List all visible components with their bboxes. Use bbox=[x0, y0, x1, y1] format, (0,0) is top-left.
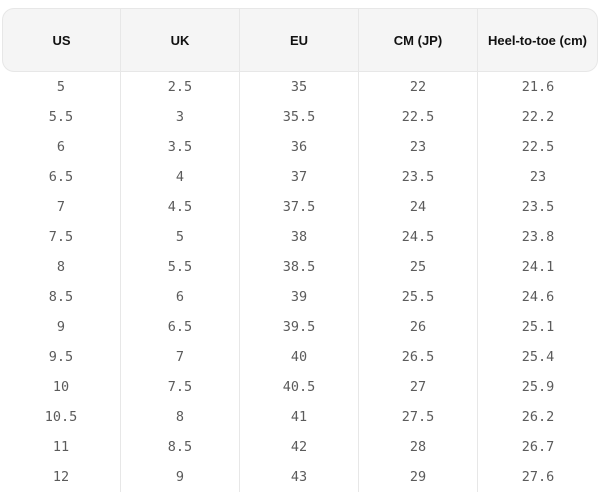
cell-uk-size: 4.5 bbox=[121, 192, 240, 222]
cell-heel-to-toe-length: 22.2 bbox=[521, 109, 555, 125]
cell-heel-to-toe-length: 25.4 bbox=[521, 349, 555, 365]
table-row: 6.5 4 37 23.5 23 bbox=[2, 162, 598, 192]
cell-cm-jp-size: 25 bbox=[359, 252, 478, 282]
cell-eu-size: 40.5 bbox=[240, 372, 359, 402]
table-row: 5 2.5 35 22 21.6 bbox=[2, 72, 598, 102]
table-row: 7 4.5 37.5 24 23.5 bbox=[2, 192, 598, 222]
cell-eu-size: 35.5 bbox=[240, 102, 359, 132]
cell-cm-jp-size: 27.5 bbox=[359, 402, 478, 432]
cell-us-size: 7.5 bbox=[2, 222, 121, 252]
cell-cm-jp-size: 23.5 bbox=[359, 162, 478, 192]
cell-cm-jp-size: 22 bbox=[359, 72, 478, 102]
cell-uk-size: 8.5 bbox=[121, 432, 240, 462]
cell-eu-size: 39 bbox=[240, 282, 359, 312]
header-row: US UK EU CM (JP) Heel-to-toe (cm) bbox=[2, 8, 598, 72]
table-row: 9.5 7 40 26.5 25.4 bbox=[2, 342, 598, 372]
cell-eu-size: 37.5 bbox=[240, 192, 359, 222]
cell-cm-jp-size: 26 bbox=[359, 312, 478, 342]
cell-eu-size: 37 bbox=[240, 162, 359, 192]
cell-cm-jp-size: 24 bbox=[359, 192, 478, 222]
cell-eu-size: 43 bbox=[240, 462, 359, 492]
header-us: US bbox=[2, 8, 121, 72]
cell-heel-to-toe-length: 26.2 bbox=[521, 409, 555, 425]
cell-uk-size: 4 bbox=[121, 162, 240, 192]
cell-cm-jp-size: 28 bbox=[359, 432, 478, 462]
table-row: 12 9 43 29 27.6 bbox=[2, 462, 598, 492]
cell-heel-to-toe-length: 27.6 bbox=[521, 469, 555, 485]
table-row: 8.5 6 39 25.5 24.6 bbox=[2, 282, 598, 312]
cell-eu-size: 42 bbox=[240, 432, 359, 462]
cell-us-size: 11 bbox=[2, 432, 121, 462]
table-row: 10.5 8 41 27.5 26.2 bbox=[2, 402, 598, 432]
cell-eu-size: 39.5 bbox=[240, 312, 359, 342]
size-conversion-table: US UK EU CM (JP) Heel-to-toe (cm) 5 2.5 35… bbox=[2, 8, 598, 492]
table-header: US UK EU CM (JP) Heel-to-toe (cm) bbox=[2, 8, 598, 72]
table-row: 7.5 5 38 24.5 23.8 bbox=[2, 222, 598, 252]
cell-uk-size: 7 bbox=[121, 342, 240, 372]
cell-uk-size: 3 bbox=[121, 102, 240, 132]
table-row: 11 8.5 42 28 26.7 bbox=[2, 432, 598, 462]
cell-cm-jp-size: 27 bbox=[359, 372, 478, 402]
cell-uk-size: 5 bbox=[121, 222, 240, 252]
cell-us-size: 6 bbox=[2, 132, 121, 162]
header-heel-to-toe: Heel-to-toe (cm) bbox=[478, 8, 598, 72]
cell-cm-jp-size: 23 bbox=[359, 132, 478, 162]
cell-cm-jp-size: 29 bbox=[359, 462, 478, 492]
cell-us-size: 12 bbox=[2, 462, 121, 492]
table-row: 8 5.5 38.5 25 24.1 bbox=[2, 252, 598, 282]
cell-uk-size: 2.5 bbox=[121, 72, 240, 102]
cell-heel-to-toe-length: 25.9 bbox=[521, 379, 555, 395]
cell-us-size: 5.5 bbox=[2, 102, 121, 132]
header-uk: UK bbox=[121, 8, 240, 72]
cell-eu-size: 36 bbox=[240, 132, 359, 162]
cell-uk-size: 5.5 bbox=[121, 252, 240, 282]
cell-heel-to-toe-length: 23.5 bbox=[521, 199, 555, 215]
cell-heel-to-toe-length: 24.6 bbox=[521, 289, 555, 305]
cell-eu-size: 40 bbox=[240, 342, 359, 372]
cell-cm-jp-size: 24.5 bbox=[359, 222, 478, 252]
cell-heel-to-toe-length: 26.7 bbox=[521, 439, 555, 455]
cell-eu-size: 41 bbox=[240, 402, 359, 432]
cell-eu-size: 38 bbox=[240, 222, 359, 252]
cell-us-size: 7 bbox=[2, 192, 121, 222]
cell-us-size: 10 bbox=[2, 372, 121, 402]
cell-heel-to-toe-length: 21.6 bbox=[521, 79, 555, 95]
table-row: 9 6.5 39.5 26 25.1 bbox=[2, 312, 598, 342]
cell-uk-size: 6 bbox=[121, 282, 240, 312]
table-row: 5.5 3 35.5 22.5 22.2 bbox=[2, 102, 598, 132]
cell-us-size: 6.5 bbox=[2, 162, 121, 192]
cell-uk-size: 7.5 bbox=[121, 372, 240, 402]
table-body: 5 2.5 35 22 21.6 5.5 3 35.5 22.5 22.2 6 3.5 36 23 22.5… bbox=[2, 72, 598, 492]
cell-eu-size: 35 bbox=[240, 72, 359, 102]
cell-heel-to-toe-length: 23.8 bbox=[521, 229, 555, 245]
cell-uk-size: 3.5 bbox=[121, 132, 240, 162]
cell-uk-size: 6.5 bbox=[121, 312, 240, 342]
cell-heel-to-toe-length: 24.1 bbox=[521, 259, 555, 275]
cell-heel-to-toe-length: 22.5 bbox=[521, 139, 555, 155]
cell-heel-to-toe-length: 23 bbox=[529, 169, 547, 185]
table-row: 10 7.5 40.5 27 25.9 bbox=[2, 372, 598, 402]
cell-uk-size: 8 bbox=[121, 402, 240, 432]
table-row: 6 3.5 36 23 22.5 bbox=[2, 132, 598, 162]
cell-us-size: 9 bbox=[2, 312, 121, 342]
header-cm-jp: CM (JP) bbox=[359, 8, 478, 72]
cell-cm-jp-size: 25.5 bbox=[359, 282, 478, 312]
cell-heel-to-toe-length: 25.1 bbox=[521, 319, 555, 335]
cell-cm-jp-size: 26.5 bbox=[359, 342, 478, 372]
cell-uk-size: 9 bbox=[121, 462, 240, 492]
cell-us-size: 9.5 bbox=[2, 342, 121, 372]
cell-eu-size: 38.5 bbox=[240, 252, 359, 282]
cell-us-size: 8 bbox=[2, 252, 121, 282]
cell-us-size: 5 bbox=[2, 72, 121, 102]
header-eu: EU bbox=[240, 8, 359, 72]
cell-us-size: 10.5 bbox=[2, 402, 121, 432]
cell-us-size: 8.5 bbox=[2, 282, 121, 312]
cell-cm-jp-size: 22.5 bbox=[359, 102, 478, 132]
